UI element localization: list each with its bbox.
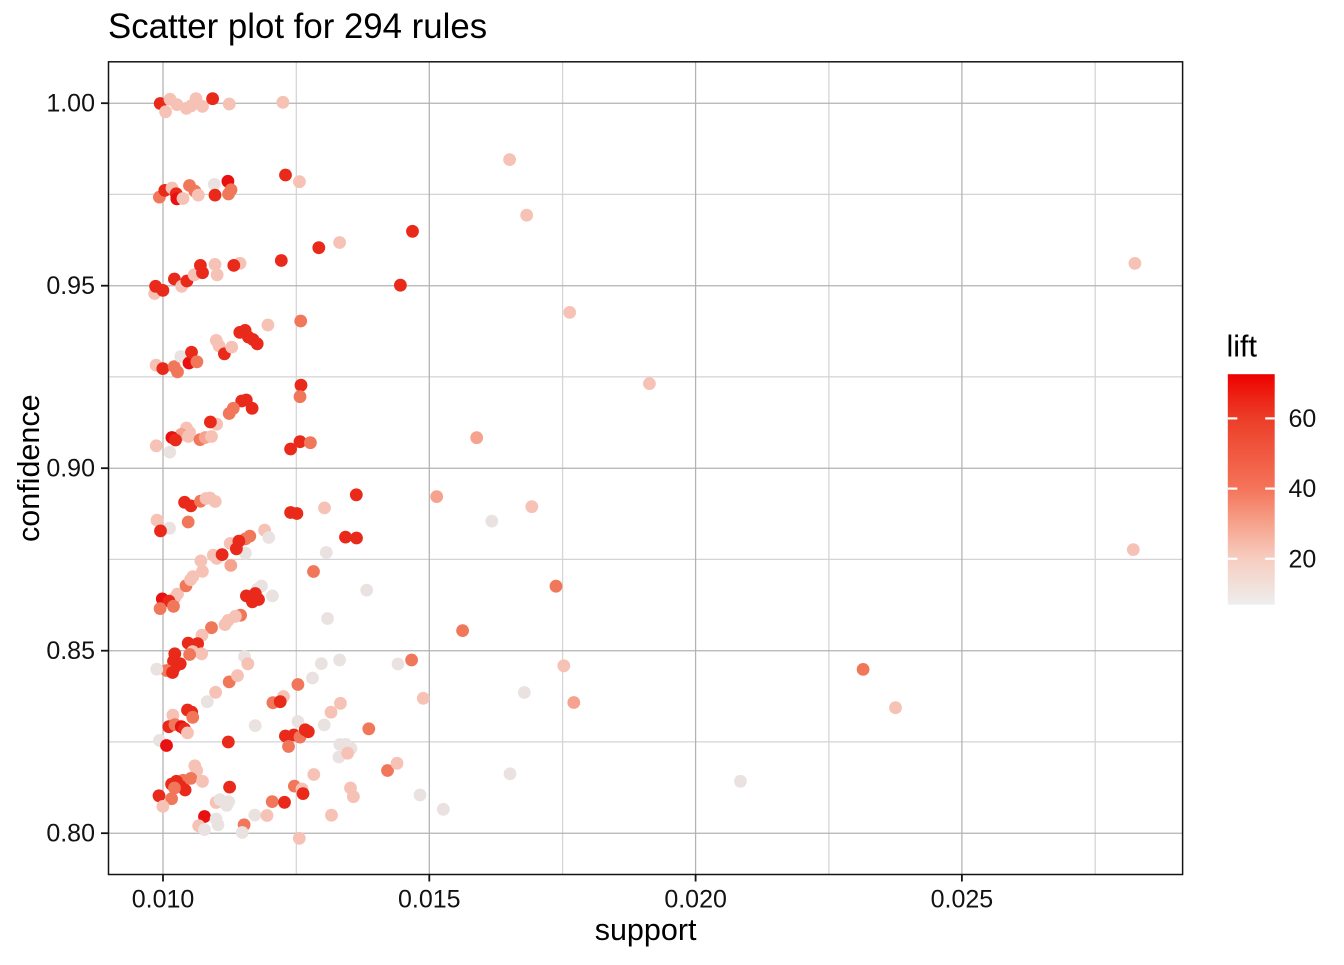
svg-text:0.80: 0.80: [46, 820, 95, 848]
svg-text:0.015: 0.015: [398, 886, 461, 914]
svg-text:confidence: confidence: [12, 394, 46, 542]
svg-text:support: support: [595, 913, 697, 947]
svg-text:0.020: 0.020: [664, 886, 727, 914]
svg-text:0.90: 0.90: [46, 455, 95, 483]
svg-text:0.010: 0.010: [132, 886, 195, 914]
svg-text:0.85: 0.85: [46, 637, 95, 665]
svg-text:60: 60: [1289, 405, 1317, 433]
svg-text:lift: lift: [1227, 330, 1258, 364]
svg-text:40: 40: [1289, 475, 1317, 503]
svg-text:0.025: 0.025: [931, 886, 994, 914]
svg-text:Scatter plot for 294 rules: Scatter plot for 294 rules: [108, 7, 487, 46]
svg-text:1.00: 1.00: [46, 90, 95, 118]
svg-text:0.95: 0.95: [46, 272, 95, 300]
svg-text:20: 20: [1289, 545, 1317, 573]
